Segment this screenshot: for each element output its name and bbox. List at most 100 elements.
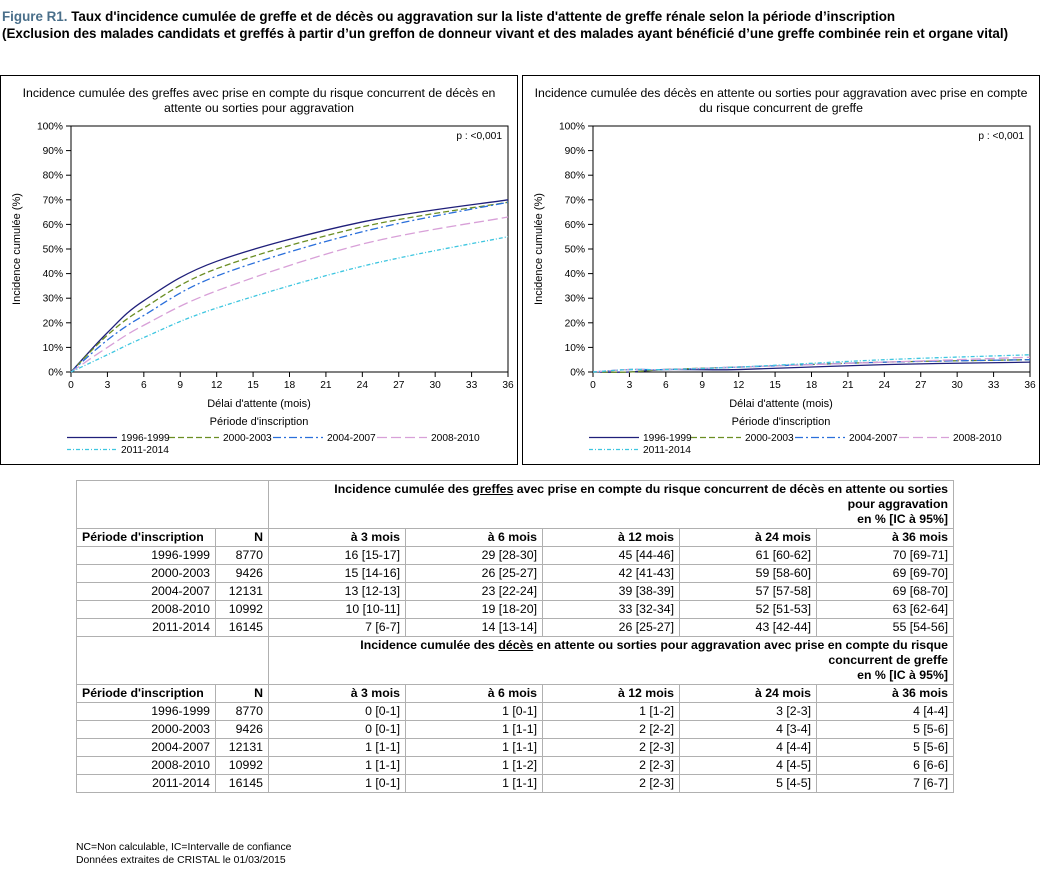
n-cell: 8770	[215, 546, 269, 565]
y-tick-label: 30%	[565, 294, 585, 305]
value-cell: 2 [2-3]	[542, 774, 680, 793]
x-tick-label: 3	[627, 380, 633, 391]
table-row: 2000-2003 9426 15 [14-16] 26 [25-27] 42 [41-…	[76, 564, 954, 583]
value-cell: 2 [2-3]	[542, 738, 680, 757]
value-cell: 29 [28-30]	[405, 546, 543, 565]
column-header: à 12 mois	[542, 528, 680, 547]
value-cell: 2 [2-3]	[542, 756, 680, 775]
period-cell: 2000-2003	[76, 720, 216, 739]
table-group-header-row: Incidence cumulée des greffes avec prise…	[76, 480, 954, 529]
table-row: 2000-2003 9426 0 [0-1] 1 [1-1] 2 [2-2] 4 [3-4…	[76, 720, 954, 739]
value-cell: 1 [1-2]	[542, 702, 680, 721]
column-header: à 3 mois	[268, 528, 406, 547]
value-cell: 0 [0-1]	[268, 702, 406, 721]
column-header: à 6 mois	[405, 528, 543, 547]
x-tick-label: 21	[842, 380, 854, 391]
value-cell: 59 [58-60]	[679, 564, 817, 583]
x-tick-label: 3	[105, 380, 111, 391]
y-axis-label: Incidence cumulée (%)	[533, 193, 545, 305]
value-cell: 5 [5-6]	[816, 720, 954, 739]
series-line-2008-2010	[70, 216, 509, 373]
legend-label: 2000-2003	[223, 433, 272, 444]
value-cell: 69 [68-70]	[816, 582, 954, 601]
value-cell: 61 [60-62]	[679, 546, 817, 565]
chart-greffes: Incidence cumulée des greffes avec prise…	[11, 86, 514, 456]
value-cell: 5 [5-6]	[816, 738, 954, 757]
period-cell: 1996-1999	[76, 546, 216, 565]
y-tick-label: 50%	[43, 245, 63, 256]
x-tick-label: 36	[502, 380, 514, 391]
value-cell: 2 [2-2]	[542, 720, 680, 739]
value-cell: 1 [1-1]	[405, 738, 543, 757]
value-cell: 52 [51-53]	[679, 600, 817, 619]
n-cell: 12131	[215, 738, 269, 757]
p-value-annotation: p : <0,001	[456, 131, 502, 142]
n-cell: 10992	[215, 600, 269, 619]
figure-title: Figure R1. Taux d'incidence cumulée de g…	[2, 8, 1032, 42]
table-row: 1996-1999 8770 0 [0-1] 1 [0-1] 1 [1-2] 3 [2-3…	[76, 702, 954, 721]
value-cell: 7 [6-7]	[268, 618, 406, 637]
x-tick-label: 9	[177, 380, 183, 391]
value-cell: 1 [1-1]	[268, 756, 406, 775]
value-cell: 16 [15-17]	[268, 546, 406, 565]
y-tick-label: 0%	[570, 368, 585, 379]
blank-cell	[76, 480, 269, 529]
value-cell: 1 [0-1]	[268, 774, 406, 793]
period-cell: 2008-2010	[76, 600, 216, 619]
n-cell: 12131	[215, 582, 269, 601]
table-row: 2011-2014 16145 7 [6-7] 14 [13-14] 26 [25-27…	[76, 618, 954, 637]
y-tick-label: 100%	[559, 122, 585, 133]
x-tick-label: 18	[284, 380, 296, 391]
y-tick-label: 60%	[565, 220, 585, 231]
value-cell: 1 [0-1]	[405, 702, 543, 721]
y-tick-label: 90%	[565, 146, 585, 157]
x-tick-label: 21	[320, 380, 332, 391]
value-cell: 1 [1-1]	[405, 774, 543, 793]
y-tick-label: 10%	[565, 343, 585, 354]
value-cell: 4 [4-4]	[679, 738, 817, 757]
x-tick-label: 33	[988, 380, 1000, 391]
value-cell: 15 [14-16]	[268, 564, 406, 583]
y-tick-label: 70%	[565, 195, 585, 206]
column-header: N	[215, 684, 269, 703]
table-group-header: Incidence cumulée des greffes avec prise…	[268, 480, 954, 529]
legend-label: 2008-2010	[431, 433, 480, 444]
series-line-2004-2007	[70, 201, 509, 373]
y-tick-label: 30%	[43, 294, 63, 305]
y-tick-label: 0%	[48, 368, 63, 379]
value-cell: 19 [18-20]	[405, 600, 543, 619]
x-tick-label: 36	[1024, 380, 1036, 391]
table-row: 2008-2010 10992 1 [1-1] 1 [1-2] 2 [2-3] 4 [4-…	[76, 756, 954, 775]
y-tick-label: 10%	[43, 343, 63, 354]
legend-label: 2008-2010	[953, 433, 1002, 444]
period-cell: 2008-2010	[76, 756, 216, 775]
value-cell: 0 [0-1]	[268, 720, 406, 739]
period-cell: 2004-2007	[76, 582, 216, 601]
series-line-2000-2003	[592, 359, 1031, 373]
value-cell: 69 [69-70]	[816, 564, 954, 583]
table-row: 2011-2014 16145 1 [0-1] 1 [1-1] 2 [2-3] 5 [4-…	[76, 774, 954, 793]
value-cell: 10 [10-11]	[268, 600, 406, 619]
y-tick-label: 20%	[565, 318, 585, 329]
blank-cell	[76, 636, 269, 685]
y-tick-label: 50%	[565, 245, 585, 256]
y-tick-label: 90%	[43, 146, 63, 157]
column-header: à 36 mois	[816, 684, 954, 703]
x-tick-label: 12	[211, 380, 223, 391]
footnote-source: Données extraites de CRISTAL le 01/03/20…	[76, 855, 286, 866]
period-cell: 2011-2014	[76, 618, 216, 637]
value-cell: 42 [41-43]	[542, 564, 680, 583]
table-group-header-row: Incidence cumulée des décès en attente o…	[76, 636, 954, 685]
period-cell: 1996-1999	[76, 702, 216, 721]
chart-title-line: Incidence cumulée des greffes avec prise…	[23, 86, 496, 100]
value-cell: 26 [25-27]	[405, 564, 543, 583]
y-tick-label: 40%	[43, 269, 63, 280]
value-cell: 4 [3-4]	[679, 720, 817, 739]
column-header: à 36 mois	[816, 528, 954, 547]
value-cell: 6 [6-6]	[816, 756, 954, 775]
series-line-1996-1999	[70, 199, 509, 373]
chart-title-line: Incidence cumulée des décès en attente o…	[535, 86, 1028, 100]
plot-frame	[592, 125, 1031, 373]
